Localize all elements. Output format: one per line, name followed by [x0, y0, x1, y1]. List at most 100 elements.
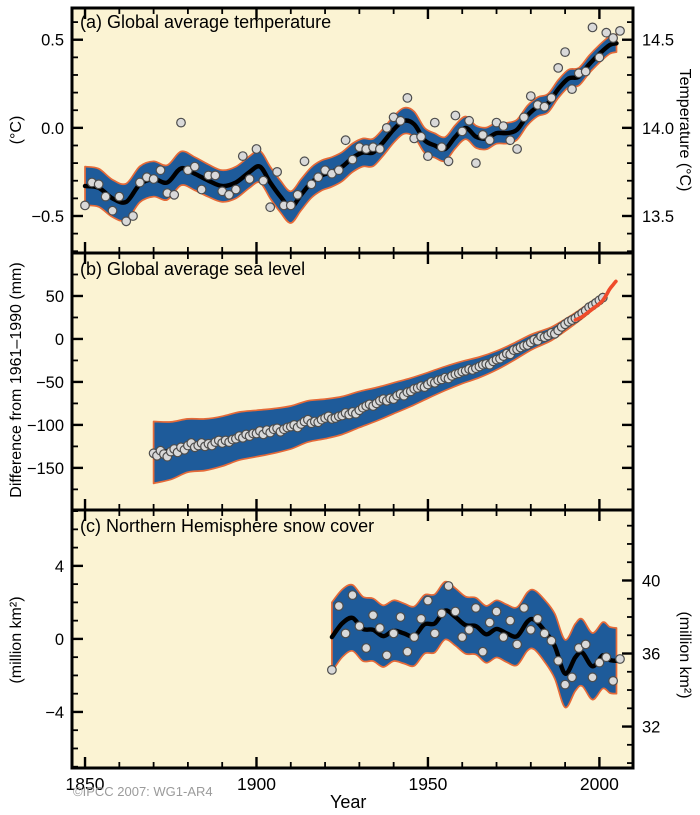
- y-tick-label: 0: [55, 631, 64, 649]
- panel-c-frame: [70, 508, 635, 770]
- data-point: [594, 52, 605, 63]
- data-point: [580, 66, 591, 77]
- panel-b: 50 0 −50 −100 −150: [27, 251, 635, 512]
- data-point: [471, 603, 481, 613]
- data-point: [484, 617, 495, 628]
- data-point: [121, 216, 132, 227]
- data-point: [237, 151, 248, 162]
- data-point: [525, 624, 536, 635]
- data-point: [93, 179, 104, 190]
- data-point: [272, 166, 283, 177]
- data-point: [244, 174, 255, 184]
- data-point: [381, 650, 392, 661]
- data-point: [313, 172, 324, 183]
- panel-c-smoothed-line: [329, 608, 619, 676]
- y-tick-label: −50: [36, 374, 64, 392]
- data-point: [464, 624, 475, 635]
- data-point: [340, 628, 351, 639]
- panel-c-title: (c) Northern Hemisphere snow cover: [80, 516, 375, 536]
- data-point: [567, 84, 577, 94]
- x-tick-label: 1900: [237, 774, 276, 794]
- panel-a-right-axis-label: Temperature (°C): [676, 68, 693, 192]
- data-point: [567, 672, 577, 683]
- panel-a: 0.5 0.0 −0.5 14.5 14.0 13.5: [31, 6, 674, 255]
- data-point: [100, 191, 111, 202]
- data-point: [333, 601, 344, 611]
- data-point: [498, 632, 509, 642]
- data-point: [484, 135, 495, 146]
- panel-b-title: (b) Global average sea level: [80, 259, 306, 279]
- data-point: [546, 92, 557, 103]
- data-point: [134, 177, 145, 188]
- y-tick-label: −0.5: [31, 208, 64, 226]
- data-point: [525, 91, 536, 101]
- data-point: [402, 92, 413, 103]
- data-point: [292, 189, 303, 200]
- data-point: [505, 135, 516, 146]
- data-point: [580, 639, 591, 650]
- data-point: [532, 613, 543, 624]
- data-point: [333, 165, 344, 176]
- panel-c-left-axis-label: (million km²): [8, 596, 25, 684]
- data-point: [512, 639, 522, 650]
- data-point: [608, 676, 618, 686]
- data-point: [512, 144, 522, 154]
- data-point: [477, 129, 488, 140]
- data-point: [443, 156, 454, 167]
- y-tick-label: 50: [46, 288, 64, 306]
- data-point: [402, 646, 413, 657]
- data-point: [546, 635, 557, 646]
- data-point: [498, 121, 509, 131]
- data-point: [429, 628, 440, 639]
- data-point: [601, 652, 612, 663]
- y-tick-label: 0.0: [41, 120, 64, 138]
- y-tick-label: 0.5: [41, 32, 64, 50]
- data-point: [615, 654, 625, 664]
- data-point: [457, 126, 468, 137]
- data-point: [560, 679, 570, 690]
- data-point: [169, 189, 180, 200]
- x-axis-title: Year: [330, 792, 367, 812]
- data-point: [423, 151, 433, 162]
- data-point: [128, 211, 138, 221]
- data-point: [553, 655, 564, 666]
- data-point: [587, 22, 598, 33]
- data-point: [471, 158, 481, 169]
- data-point: [615, 25, 625, 36]
- data-point: [594, 657, 605, 668]
- data-point: [327, 665, 337, 675]
- panel-b-left-axis-label: Difference from 1961–1990 (mm): [8, 262, 25, 498]
- data-point: [299, 156, 310, 167]
- data-point: [388, 628, 399, 639]
- data-point: [450, 110, 461, 121]
- data-point: [477, 646, 488, 657]
- x-tick-label: 2000: [580, 774, 619, 794]
- panel-c-data-points: [327, 581, 625, 690]
- data-point: [443, 581, 454, 591]
- data-point: [457, 632, 468, 642]
- data-point: [265, 202, 276, 213]
- y-tick-label: 32: [642, 719, 660, 737]
- data-point: [230, 184, 241, 195]
- data-point: [450, 606, 461, 617]
- data-point: [423, 595, 433, 606]
- data-point: [416, 613, 427, 624]
- data-point: [148, 174, 159, 184]
- data-point: [176, 117, 186, 128]
- data-point: [368, 610, 379, 621]
- data-point: [519, 603, 529, 613]
- copyright-note: ©IPCC 2007: WG1-AR4: [73, 784, 213, 799]
- data-point: [361, 643, 372, 653]
- data-point: [258, 175, 269, 186]
- panel-b-satellite-altimetry-line: [573, 279, 618, 322]
- data-point: [107, 205, 118, 216]
- data-point: [306, 179, 317, 190]
- data-point: [429, 117, 440, 128]
- x-tick-label: 1850: [66, 774, 105, 794]
- panel-c-right-axis-label: (million km²): [676, 611, 693, 699]
- data-point: [505, 615, 516, 626]
- data-point: [354, 621, 365, 631]
